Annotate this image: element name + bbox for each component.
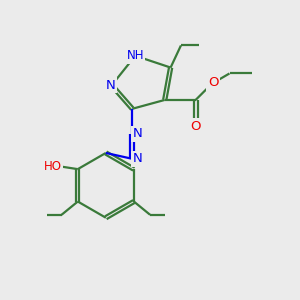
Text: HO: HO [44, 160, 62, 173]
Text: NH: NH [127, 49, 144, 62]
Text: N: N [133, 152, 142, 165]
Text: N: N [105, 79, 115, 92]
Text: O: O [208, 76, 218, 89]
Text: N: N [133, 127, 142, 140]
Text: O: O [190, 120, 201, 133]
